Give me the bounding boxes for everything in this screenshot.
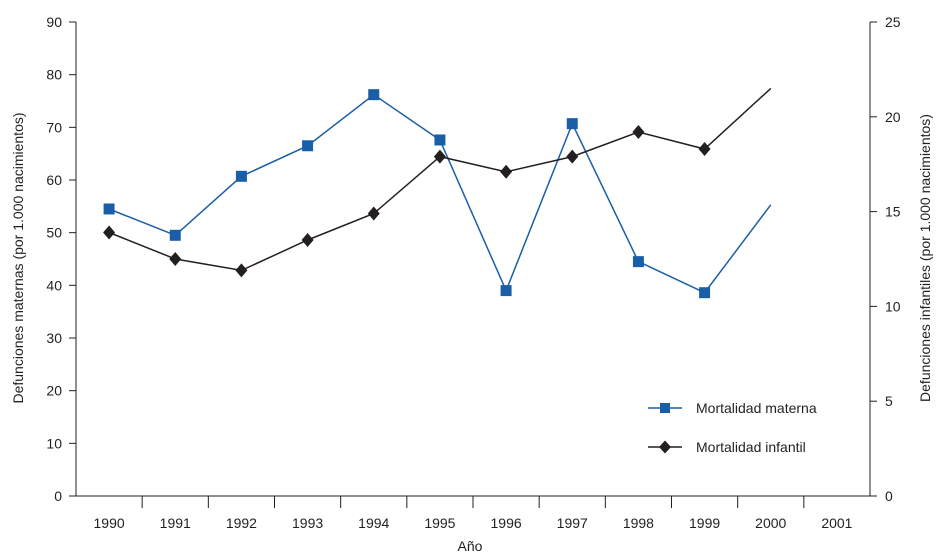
right-y-tick-label: 10 (885, 298, 901, 314)
series-line-1 (108, 87, 772, 272)
x-tick-label: 2001 (821, 515, 852, 531)
left-y-axis-title: Defunciones maternas (por 1.000 nacimien… (10, 112, 26, 403)
data-point-infantil (632, 124, 645, 139)
right-y-tick-label: 5 (885, 393, 893, 409)
chart-series (103, 87, 772, 299)
left-y-tick-label: 30 (46, 330, 62, 346)
data-point-materna (632, 256, 644, 268)
data-point-materna (169, 229, 181, 241)
data-point-infantil (301, 233, 314, 248)
chart-ticks: 0 10 20 30 40 50 60 70 80 90 0 5 10 15 20 25 1990 1991 199… (46, 14, 900, 531)
right-y-tick-label: 15 (885, 204, 901, 220)
data-point-infantil (698, 142, 711, 157)
chart-axes (70, 22, 876, 497)
legend: Mortalidad materna Mortalidad infantil (648, 400, 817, 455)
left-y-tick-label: 10 (46, 435, 62, 451)
legend-label-materna: Mortalidad materna (696, 400, 817, 416)
right-y-tick-label: 25 (885, 14, 901, 30)
x-tick-label: 1996 (491, 515, 522, 531)
x-tick-label: 1998 (623, 515, 654, 531)
legend-item-materna: Mortalidad materna (648, 400, 817, 416)
data-point-infantil (500, 164, 513, 179)
data-point-materna (235, 170, 247, 182)
x-tick-label: 1992 (226, 515, 257, 531)
left-y-tick-label: 40 (46, 277, 62, 293)
data-point-materna (103, 203, 115, 215)
x-tick-label: 1991 (160, 515, 191, 531)
data-point-materna (434, 134, 446, 146)
x-tick-label: 1995 (424, 515, 455, 531)
legend-item-infantil: Mortalidad infantil (648, 439, 806, 455)
left-y-tick-label: 50 (46, 225, 62, 241)
right-y-tick-label: 20 (885, 109, 901, 125)
legend-marker-infantil (659, 440, 671, 454)
data-point-infantil (169, 252, 182, 266)
left-y-tick-label: 80 (46, 67, 62, 83)
data-point-materna (368, 89, 380, 101)
data-point-infantil (235, 263, 248, 278)
x-tick-label: 1990 (94, 515, 125, 531)
left-y-tick-label: 60 (46, 172, 62, 188)
left-y-tick-label: 0 (54, 488, 62, 504)
data-point-materna (302, 140, 314, 152)
x-axis-title: Año (458, 538, 483, 554)
legend-marker-materna (660, 403, 670, 413)
right-y-tick-label: 0 (885, 488, 893, 504)
data-point-infantil (367, 206, 380, 221)
legend-label-infantil: Mortalidad infantil (696, 439, 806, 455)
data-point-infantil (433, 149, 446, 164)
x-tick-label: 1997 (557, 515, 588, 531)
data-point-infantil (103, 225, 116, 240)
x-tick-label: 1994 (358, 515, 389, 531)
right-y-axis-title: Defunciones infantiles (por 1.000 nacimi… (917, 114, 933, 402)
left-y-tick-label: 70 (46, 119, 62, 135)
data-point-infantil (566, 149, 579, 164)
data-point-materna (699, 287, 711, 299)
series-line-0 (108, 93, 772, 294)
data-point-materna (500, 285, 512, 297)
left-y-tick-label: 90 (46, 14, 62, 30)
x-tick-label: 1993 (292, 515, 323, 531)
left-y-tick-label: 20 (46, 383, 62, 399)
x-tick-label: 1999 (689, 515, 720, 531)
data-point-materna (566, 118, 578, 130)
x-tick-label: 2000 (755, 515, 786, 531)
